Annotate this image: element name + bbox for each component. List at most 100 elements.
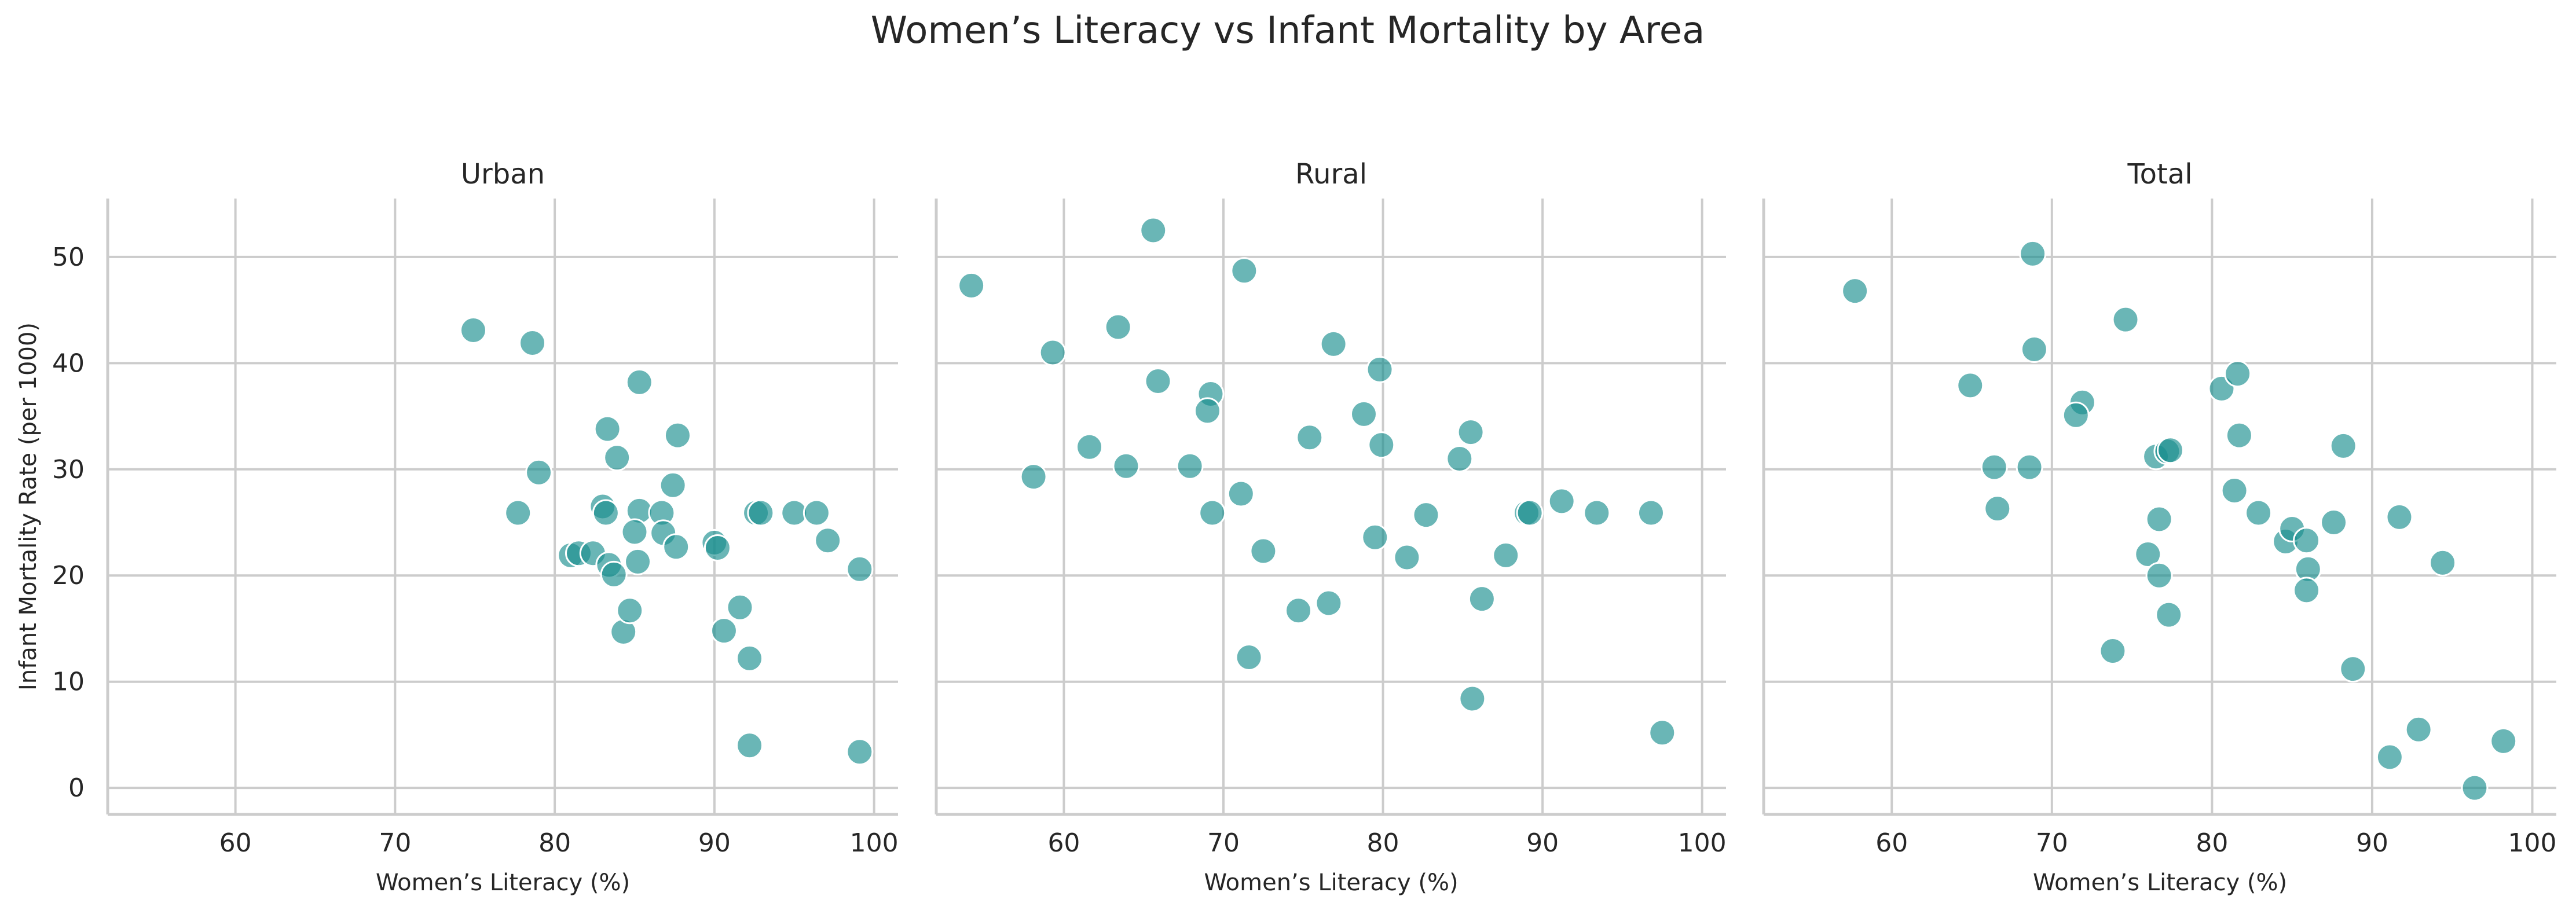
scatter-point — [2112, 306, 2139, 333]
scatter-point — [1984, 495, 2011, 523]
scatter-point — [2490, 727, 2518, 755]
scatter-point — [1648, 719, 1676, 747]
scatter-point — [1492, 541, 1520, 569]
x-tick-label: 60 — [219, 828, 252, 858]
scatter-point — [1193, 397, 1221, 425]
scatter-point — [664, 421, 691, 449]
scatter-point — [1039, 339, 1067, 366]
x-tick-label: 70 — [379, 828, 411, 858]
scatter-point — [736, 644, 764, 672]
scatter-point — [2134, 541, 2162, 568]
scatter-point — [1361, 523, 1389, 551]
scatter-point — [803, 499, 830, 527]
scatter-point — [726, 593, 754, 621]
scatter-point — [736, 732, 764, 759]
scatter-point — [2329, 432, 2357, 460]
scatter-point — [1468, 585, 1496, 613]
scatter-point — [1459, 685, 1486, 713]
scatter-point — [519, 329, 547, 357]
scatter-point — [1139, 216, 1167, 244]
x-axis-label: Women’s Literacy (%) — [1204, 869, 1458, 896]
panels: 60 70 80 90 100 0 10 20 30 40 50 Urban Women’s Liter… — [15, 158, 2557, 896]
scatter-point — [1350, 400, 1377, 428]
y-tick-label: 10 — [52, 667, 85, 697]
scatter-point — [2145, 561, 2173, 589]
x-axis-label: Women’s Literacy (%) — [2033, 869, 2287, 896]
x-tick-label: 90 — [698, 828, 731, 858]
x-axis-label: Women’s Literacy (%) — [376, 869, 630, 896]
scatter-point — [2245, 499, 2273, 527]
scatter-point — [1199, 499, 1226, 527]
scatter-point — [710, 617, 738, 645]
scatter-point — [2224, 360, 2252, 388]
y-tick-label: 50 — [52, 243, 85, 272]
scatter-point — [2016, 453, 2043, 481]
scatter-point — [2156, 436, 2184, 464]
scatter-point — [703, 534, 731, 562]
panel-rural: 60 70 80 90 100 Rural Women’s Literacy (%) — [935, 158, 1727, 896]
scatter-point — [2019, 240, 2047, 267]
figure-title: Women’s Literacy vs Infant Mortality by … — [871, 9, 1705, 52]
scatter-point — [958, 271, 985, 299]
scatter-point — [662, 533, 690, 561]
panel-urban: 60 70 80 90 100 0 10 20 30 40 50 Urban Women’s Liter… — [15, 158, 899, 896]
scatter-point — [1457, 419, 1485, 446]
scatter-point — [846, 555, 874, 583]
scatter-point — [1841, 277, 1869, 305]
scatter-point — [625, 368, 653, 396]
scatter-point — [2155, 601, 2183, 629]
x-tick-label: 70 — [2036, 828, 2068, 858]
scatter-point — [2405, 715, 2432, 743]
scatter-point — [1144, 368, 1172, 395]
scatter-point — [2293, 527, 2321, 555]
scatter-point — [1249, 537, 1277, 565]
y-tick-label: 0 — [68, 773, 85, 803]
scatter-point — [624, 548, 652, 575]
panel-title: Rural — [1295, 158, 1367, 190]
x-tick-label: 90 — [2356, 828, 2388, 858]
scatter-point — [621, 518, 648, 546]
scatter-point — [2062, 401, 2090, 429]
x-tick-label: 60 — [1047, 828, 1080, 858]
x-tick-label: 90 — [1526, 828, 1559, 858]
scatter-point — [1412, 501, 1440, 529]
scatter-point — [1285, 597, 1313, 625]
scatter-point — [603, 444, 631, 472]
panel-title: Urban — [461, 158, 545, 190]
x-tick-label: 100 — [1678, 828, 1727, 858]
scatter-point — [2145, 505, 2173, 533]
scatter-point — [659, 471, 687, 499]
scatter-point — [1176, 452, 1204, 480]
scatter-point — [2099, 637, 2127, 665]
scatter-point — [2293, 577, 2321, 604]
scatter-point — [616, 597, 644, 625]
scatter-point — [1104, 313, 1132, 341]
scatter-point — [2020, 335, 2048, 363]
x-tick-label: 100 — [2508, 828, 2557, 858]
scatter-point — [1020, 463, 1047, 491]
scatter-point — [2429, 549, 2457, 577]
scatter-point — [504, 499, 532, 527]
scatter-point — [1368, 431, 1395, 459]
scatter-point — [1548, 487, 1575, 515]
x-tick-label: 100 — [850, 828, 899, 858]
x-tick-label: 70 — [1207, 828, 1240, 858]
scatter-point — [1956, 372, 1984, 399]
scatter-point — [1076, 433, 1104, 461]
scatter-point — [814, 527, 842, 555]
y-axis-label: Infant Mortality Rate (per 1000) — [15, 322, 42, 691]
scatter-point — [1637, 499, 1665, 527]
scatter-point — [593, 415, 621, 443]
scatter-point — [1320, 330, 1347, 358]
scatter-point — [747, 499, 775, 527]
scatter-point — [1296, 424, 1324, 452]
scatter-point — [1366, 355, 1394, 383]
scatter-point — [1583, 499, 1611, 527]
scatter-point — [525, 458, 553, 486]
scatter-point — [600, 560, 628, 588]
y-tick-label: 20 — [52, 561, 85, 590]
scatter-point — [592, 499, 620, 527]
scatter-point — [1227, 480, 1255, 508]
scatter-point — [1315, 589, 1343, 617]
